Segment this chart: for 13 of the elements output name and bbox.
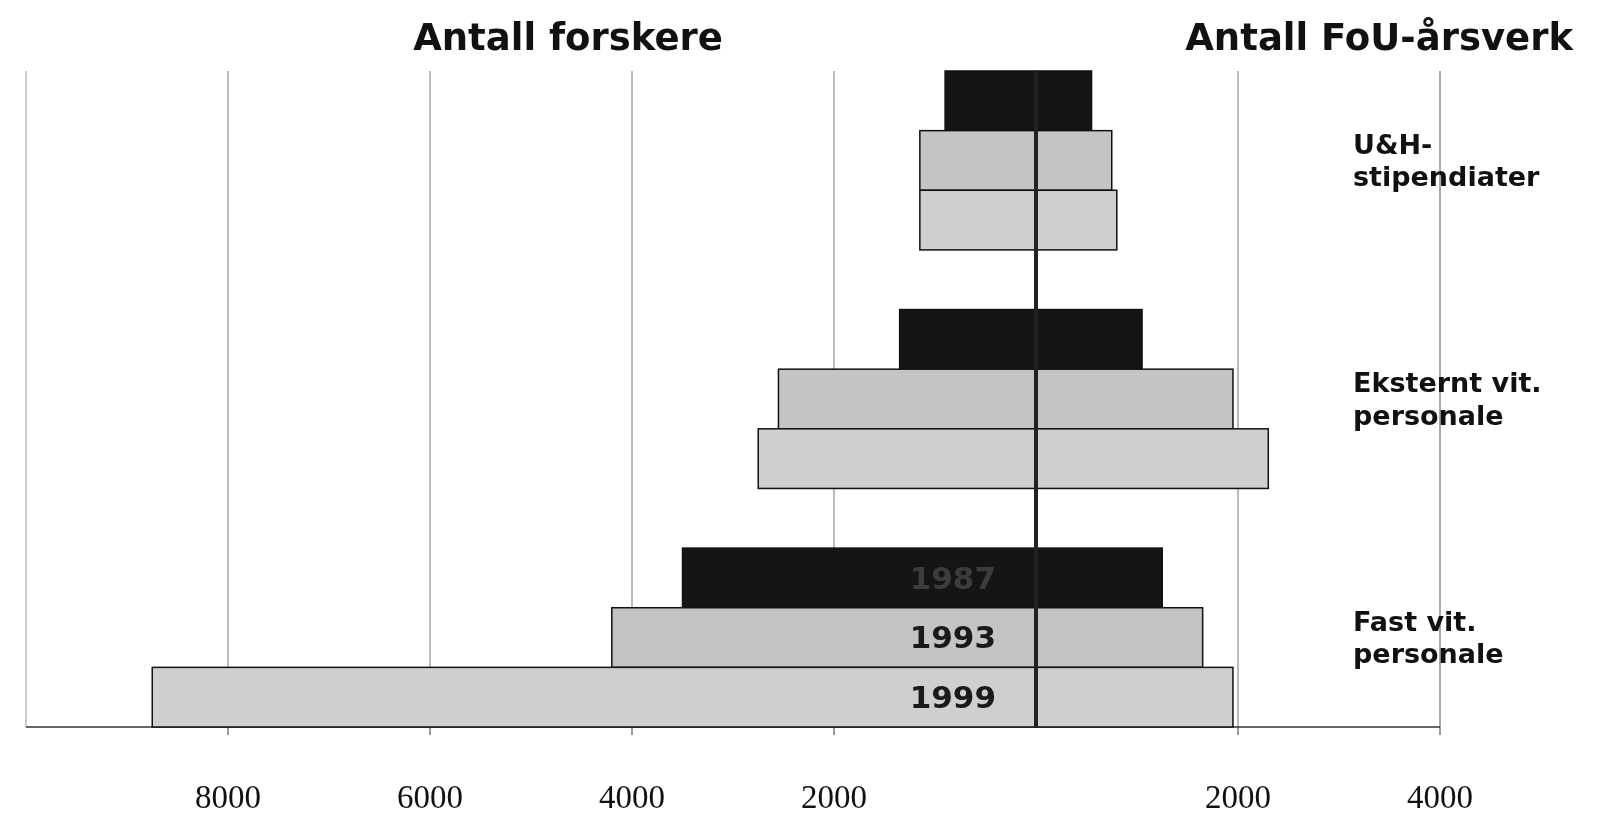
x-tick-label: 4000 [1407, 779, 1473, 815]
x-tick-label: 4000 [599, 779, 665, 815]
x-tick-label: 2000 [801, 779, 867, 815]
x-tick-label: 2000 [1205, 779, 1271, 815]
y-tick-label: Eksternt vit. personale [1353, 367, 1542, 431]
x-tick-label: 8000 [195, 779, 261, 815]
y-tick-label: U&H- stipendiater [1353, 128, 1541, 193]
y-tick-label: Fast vit. personale [1353, 605, 1504, 670]
x-tick-label: 6000 [397, 779, 463, 815]
series-label: 1999 [909, 679, 996, 716]
chart-title: Antall FoU-årsverk [1185, 16, 1575, 59]
chart-title: Antall forskere [413, 16, 723, 59]
series-label: 1993 [909, 619, 996, 656]
